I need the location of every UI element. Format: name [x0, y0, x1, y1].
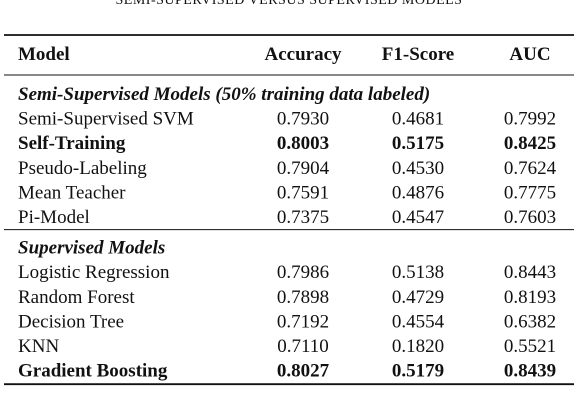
metric-value: 0.7986 [277, 262, 329, 283]
metric-value: 0.5175 [392, 133, 444, 154]
section-label: Supervised Models [18, 238, 165, 259]
metric-value: 0.7992 [504, 109, 556, 130]
metric-value: 0.8193 [504, 287, 556, 308]
metric-value: 0.8443 [504, 262, 556, 283]
column-header: Accuracy [264, 44, 342, 65]
section-label: Semi-Supervised Models (50% training dat… [18, 84, 430, 105]
metric-value: 0.4681 [392, 109, 444, 130]
metric-value: 0.8439 [504, 361, 556, 382]
model-name: Gradient Boosting [18, 361, 168, 382]
metric-value: 0.4547 [392, 207, 444, 228]
metric-value: 0.7192 [277, 311, 329, 332]
metric-value: 0.4554 [392, 311, 445, 332]
metric-value: 0.7624 [504, 158, 557, 179]
metric-value: 0.7930 [277, 109, 329, 130]
metric-value: 0.7603 [504, 207, 556, 228]
metric-value: 0.5179 [392, 361, 444, 382]
metric-value: 0.4876 [392, 182, 444, 203]
column-header: F1-Score [382, 44, 454, 65]
model-name: Pi-Model [18, 207, 90, 228]
metric-value: 0.4729 [392, 287, 444, 308]
model-name: Pseudo-Labeling [18, 158, 147, 179]
model-name: Semi-Supervised SVM [18, 109, 194, 130]
metric-value: 0.7904 [277, 158, 330, 179]
model-name: Logistic Regression [18, 262, 170, 283]
metric-value: 0.1820 [392, 336, 444, 357]
model-name: Decision Tree [18, 311, 124, 332]
metric-value: 0.4530 [392, 158, 444, 179]
table-title: SEMI-SUPERVISED VERSUS SUPERVISED MODELS [116, 0, 463, 8]
metric-value: 0.7591 [277, 182, 329, 203]
metric-value: 0.7110 [277, 336, 329, 357]
model-name: KNN [18, 336, 59, 357]
model-name: Random Forest [18, 287, 135, 308]
metric-value: 0.7375 [277, 207, 329, 228]
column-header: Model [18, 44, 70, 65]
metric-value: 0.6382 [504, 311, 556, 332]
metric-value: 0.7898 [277, 287, 329, 308]
metric-value: 0.7775 [504, 182, 556, 203]
model-name: Mean Teacher [18, 182, 126, 203]
metric-value: 0.8027 [277, 361, 330, 382]
metric-value: 0.5138 [392, 262, 444, 283]
metric-value: 0.8425 [504, 133, 556, 154]
metric-value: 0.5521 [504, 336, 556, 357]
column-header: AUC [509, 44, 550, 65]
model-name: Self-Training [18, 133, 126, 154]
metric-value: 0.8003 [277, 133, 329, 154]
